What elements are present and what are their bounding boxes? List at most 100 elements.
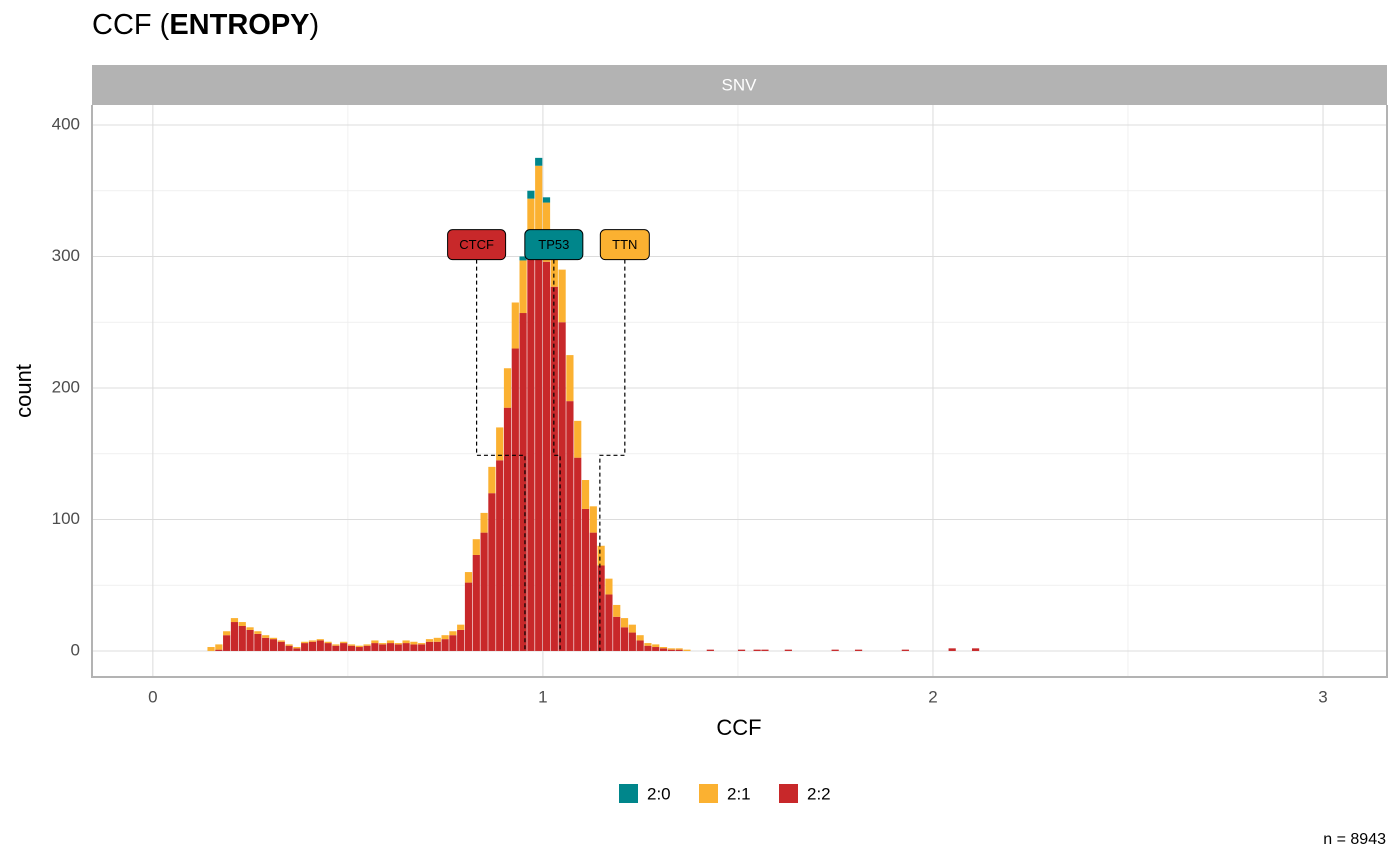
legend-label: 2:2 xyxy=(807,784,831,803)
bar xyxy=(371,640,379,644)
bar xyxy=(667,648,675,650)
bar xyxy=(347,645,356,651)
bar xyxy=(613,604,621,617)
bar xyxy=(386,643,395,651)
bar xyxy=(503,407,512,651)
bar xyxy=(597,545,605,566)
bar xyxy=(379,644,387,651)
bar xyxy=(449,631,457,636)
bar xyxy=(418,643,426,645)
bar xyxy=(659,648,668,651)
bar xyxy=(901,649,909,651)
y-tick-label: 100 xyxy=(52,509,80,528)
bar xyxy=(527,257,535,651)
bar xyxy=(238,625,246,651)
bar xyxy=(503,368,512,408)
facet-label: SNV xyxy=(722,75,758,94)
bar xyxy=(644,645,652,651)
bar xyxy=(761,649,769,651)
grid xyxy=(92,105,1387,677)
bar xyxy=(581,480,590,509)
bar xyxy=(269,639,278,651)
chart-title: CCF (ENTROPY) xyxy=(92,9,319,41)
bar xyxy=(535,157,543,166)
x-tick-label: 3 xyxy=(1318,687,1327,706)
bar xyxy=(223,631,231,636)
bar xyxy=(308,641,317,651)
y-tick-label: 0 xyxy=(71,640,80,659)
bar xyxy=(472,539,480,555)
bar xyxy=(589,506,597,533)
bar xyxy=(457,624,465,630)
x-tick-label: 1 xyxy=(538,687,547,706)
facet-strip xyxy=(92,65,1387,105)
bar xyxy=(293,648,301,651)
bar xyxy=(418,644,426,651)
legend-swatch xyxy=(619,784,638,803)
bar xyxy=(519,260,527,314)
annotation-label: CTCF xyxy=(459,237,494,252)
bar xyxy=(230,622,239,651)
annotation-line xyxy=(475,259,526,651)
bar xyxy=(340,641,348,644)
bar xyxy=(308,640,317,642)
bar xyxy=(535,165,543,232)
x-tick-label: 0 xyxy=(148,687,157,706)
annotation-box xyxy=(599,229,650,261)
bar xyxy=(496,460,504,651)
bar xyxy=(425,639,434,642)
bar xyxy=(706,649,714,651)
y-tick-label: 300 xyxy=(52,246,80,265)
bar xyxy=(254,631,262,634)
bar xyxy=(613,616,621,651)
bar xyxy=(410,641,418,645)
bar xyxy=(269,637,278,640)
bar xyxy=(854,649,863,651)
title-part: CCF ( xyxy=(92,9,170,41)
bars xyxy=(207,157,980,651)
bar xyxy=(831,649,839,651)
annotation-box xyxy=(524,229,584,261)
bar xyxy=(659,647,668,649)
bar xyxy=(230,618,239,623)
bar xyxy=(324,643,332,651)
bar xyxy=(386,640,395,644)
bar xyxy=(433,637,441,642)
bar xyxy=(238,622,246,626)
annotation-label: TTN xyxy=(612,237,637,252)
bar xyxy=(558,269,566,323)
bar xyxy=(215,644,223,650)
annotation-label: TP53 xyxy=(538,237,569,252)
bar xyxy=(667,649,675,651)
bar xyxy=(371,643,379,651)
bar xyxy=(628,632,636,651)
y-tick-label: 400 xyxy=(52,114,80,133)
annotation-line xyxy=(599,259,626,651)
bar xyxy=(652,647,660,651)
annotation-line xyxy=(553,259,561,651)
bar xyxy=(605,578,613,595)
annotation-box xyxy=(447,229,507,261)
bar xyxy=(496,427,504,461)
bar xyxy=(566,355,574,402)
bar xyxy=(675,648,683,650)
bar xyxy=(652,644,660,648)
bar xyxy=(332,645,340,651)
y-tick-label: 200 xyxy=(52,377,80,396)
bar xyxy=(511,302,519,349)
bar xyxy=(394,643,402,645)
title-part: ENTROPY xyxy=(169,9,309,41)
bar xyxy=(605,594,613,651)
legend: 2:0 2:1 2:2 xyxy=(619,784,831,803)
bar xyxy=(472,554,480,651)
bar xyxy=(581,508,590,651)
bar xyxy=(441,639,449,651)
bar xyxy=(246,629,254,651)
annotations: CTCF TP53 TTN xyxy=(447,229,650,651)
bar xyxy=(550,286,558,651)
bar xyxy=(262,637,270,651)
bar xyxy=(589,532,597,651)
bar xyxy=(293,647,301,649)
bar xyxy=(480,532,488,651)
bar xyxy=(277,641,285,651)
